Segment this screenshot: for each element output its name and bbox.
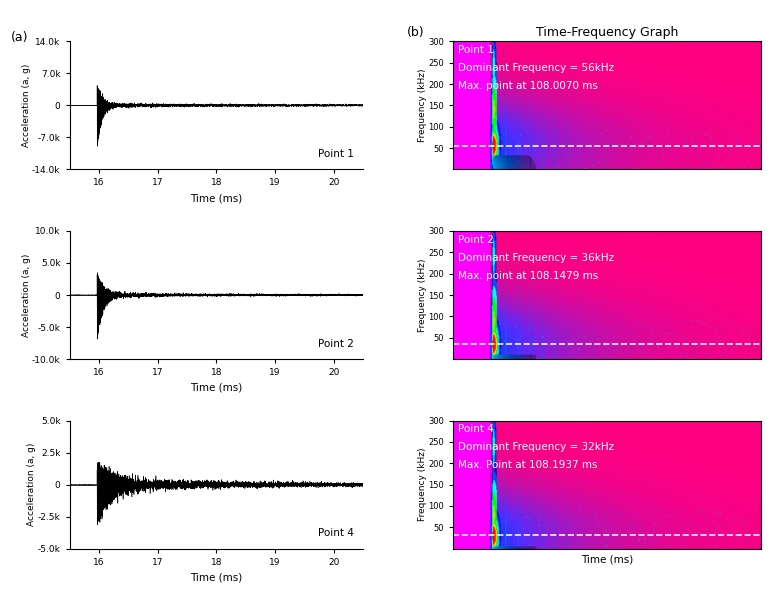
Y-axis label: Frequency (kHz): Frequency (kHz): [418, 68, 427, 142]
Text: Point 4: Point 4: [458, 424, 494, 434]
X-axis label: Time (ms): Time (ms): [190, 193, 243, 203]
Y-axis label: Acceleration (a, g): Acceleration (a, g): [27, 443, 36, 526]
Text: Max. point at 108.0070 ms: Max. point at 108.0070 ms: [458, 81, 598, 91]
Text: Dominant Frequency = 32kHz: Dominant Frequency = 32kHz: [458, 442, 614, 453]
Y-axis label: Acceleration (a, g): Acceleration (a, g): [22, 253, 30, 337]
Text: (b): (b): [407, 26, 424, 39]
Y-axis label: Acceleration (a, g): Acceleration (a, g): [22, 64, 31, 147]
Y-axis label: Frequency (kHz): Frequency (kHz): [418, 448, 427, 522]
Text: Dominant Frequency = 36kHz: Dominant Frequency = 36kHz: [458, 253, 614, 263]
Text: Max. point at 108.1479 ms: Max. point at 108.1479 ms: [458, 271, 598, 281]
Text: Point 1: Point 1: [458, 45, 494, 55]
X-axis label: Time (ms): Time (ms): [581, 554, 633, 564]
Text: Point 2: Point 2: [458, 235, 494, 245]
Text: Point 4: Point 4: [318, 529, 354, 539]
Text: (a): (a): [11, 31, 29, 44]
X-axis label: Time (ms): Time (ms): [190, 383, 243, 393]
X-axis label: Time (ms): Time (ms): [190, 572, 243, 582]
Text: Max. Point at 108.1937 ms: Max. Point at 108.1937 ms: [458, 460, 598, 470]
Title: Time-Frequency Graph: Time-Frequency Graph: [536, 26, 679, 39]
Text: Dominant Frequency = 56kHz: Dominant Frequency = 56kHz: [458, 63, 614, 73]
Text: Point 1: Point 1: [318, 149, 354, 159]
Text: Point 2: Point 2: [318, 339, 354, 349]
Y-axis label: Frequency (kHz): Frequency (kHz): [418, 258, 427, 332]
